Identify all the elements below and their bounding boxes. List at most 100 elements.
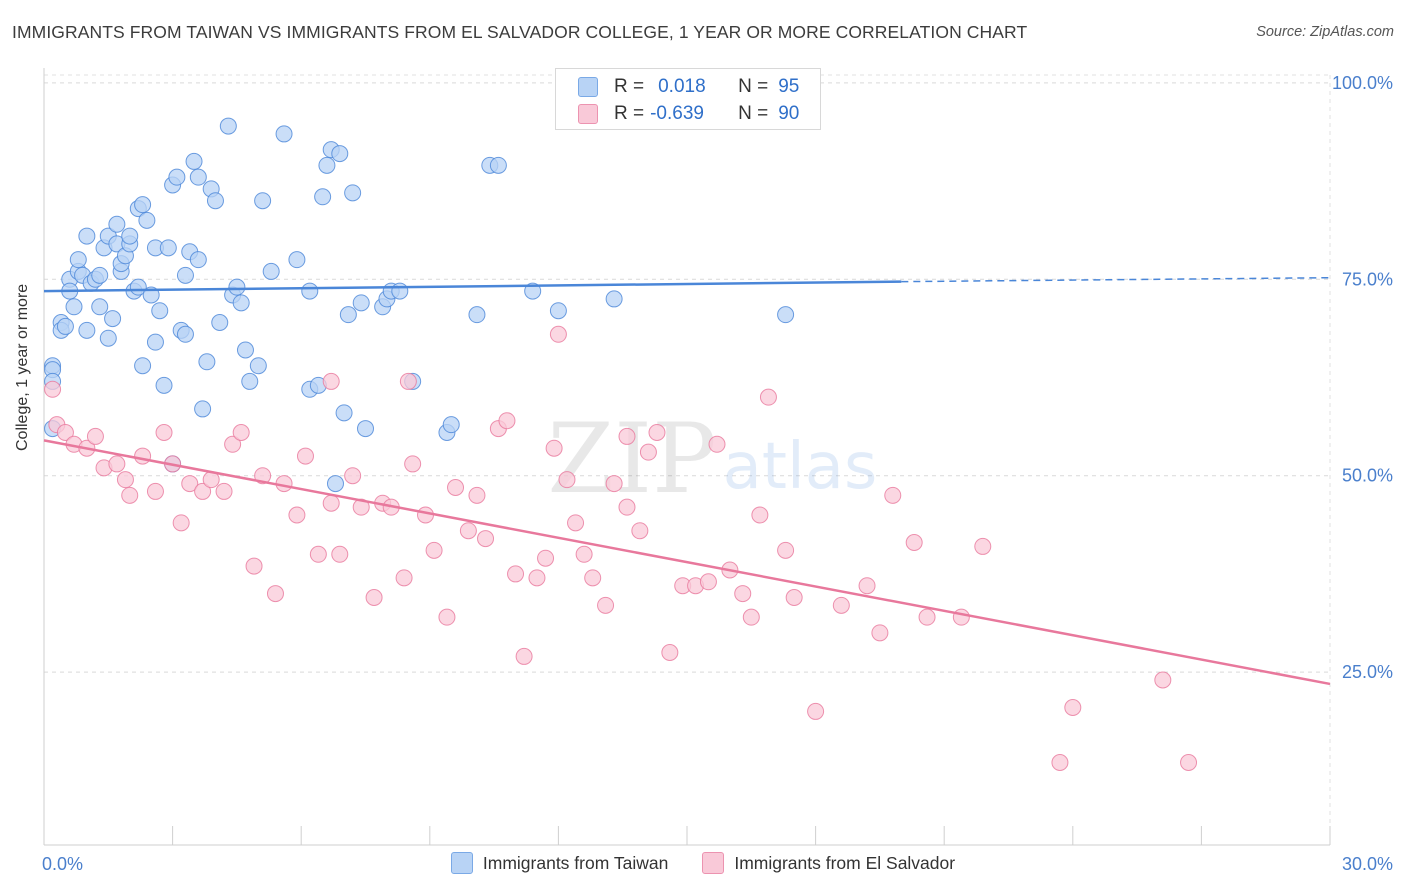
data-point <box>438 608 456 626</box>
series-legend: Immigrants from Taiwan Immigrants from E… <box>0 852 1406 874</box>
stats-row-taiwan: R = 0.018 N = 95 <box>578 75 799 99</box>
watermark: ZIP atlas <box>547 403 877 515</box>
data-point <box>219 117 237 135</box>
data-point <box>807 702 825 720</box>
data-point <box>176 266 194 284</box>
data-point <box>549 325 567 343</box>
data-point <box>309 545 327 563</box>
data-point <box>215 482 233 500</box>
data-point <box>78 321 96 339</box>
data-point <box>91 266 109 284</box>
data-point <box>249 357 267 375</box>
data-point <box>515 647 533 665</box>
data-point <box>699 573 717 591</box>
data-point <box>399 372 417 390</box>
data-point <box>168 168 186 186</box>
chart-title: IMMIGRANTS FROM TAIWAN VS IMMIGRANTS FRO… <box>12 22 1028 42</box>
data-point <box>884 486 902 504</box>
data-point <box>189 251 207 269</box>
r-value: 0.018 <box>658 76 706 97</box>
data-point <box>365 589 383 606</box>
data-point <box>785 589 803 606</box>
data-point <box>335 404 353 422</box>
data-point <box>56 317 74 335</box>
data-point <box>91 298 109 316</box>
data-point <box>134 447 152 465</box>
data-point <box>99 329 117 347</box>
stats-row-el-salvador: R = -0.639 N = 90 <box>578 102 799 126</box>
data-point <box>605 290 623 308</box>
data-point <box>56 424 74 441</box>
data-point <box>206 192 224 210</box>
data-point <box>918 608 936 626</box>
data-point <box>661 644 679 661</box>
data-point <box>254 192 272 210</box>
data-point <box>631 522 649 540</box>
data-point <box>871 624 889 642</box>
n-label: N = <box>738 76 769 97</box>
data-point <box>777 541 795 559</box>
data-point <box>241 372 259 390</box>
data-point <box>65 298 83 316</box>
trend-lines <box>43 276 1331 686</box>
y-tick-label: 100.0% <box>1332 73 1393 93</box>
data-point <box>288 506 306 524</box>
data-point <box>155 424 173 441</box>
data-point <box>194 400 212 418</box>
r-label: R = <box>614 103 645 124</box>
watermark-atlas: atlas <box>723 430 878 504</box>
data-point <box>759 388 777 406</box>
data-point <box>266 585 284 603</box>
data-point <box>528 569 546 587</box>
data-point <box>198 353 216 371</box>
data-point <box>275 125 293 143</box>
data-point <box>176 325 194 343</box>
data-point <box>575 545 593 563</box>
data-point <box>558 471 576 489</box>
n-label: N = <box>738 103 769 124</box>
r-value: -0.639 <box>650 103 704 124</box>
data-point <box>742 608 760 626</box>
data-point <box>404 455 422 473</box>
data-point <box>537 549 555 567</box>
data-point <box>155 376 173 394</box>
data-point <box>1180 754 1198 771</box>
data-point <box>44 380 62 398</box>
data-point <box>108 215 126 233</box>
data-point <box>498 412 516 430</box>
data-point <box>224 435 242 453</box>
data-point <box>296 447 314 465</box>
data-point <box>121 486 139 504</box>
x-tick-label: 30.0% <box>1342 854 1393 874</box>
legend-item-el-salvador: Immigrants from El Salvador <box>702 852 955 874</box>
data-point <box>86 427 104 445</box>
source-label: Source: ZipAtlas.com <box>1256 24 1394 40</box>
data-point <box>254 467 272 485</box>
data-point <box>417 506 435 524</box>
trend-line-taiwan <box>43 280 902 293</box>
data-point <box>459 522 477 540</box>
data-point <box>262 262 280 280</box>
data-point <box>618 498 636 516</box>
x-tick-labels: 0.0% 30.0% <box>42 854 1393 874</box>
data-point <box>618 427 636 445</box>
data-point <box>116 471 134 489</box>
data-point <box>121 227 139 245</box>
data-point <box>777 306 795 324</box>
data-point <box>172 514 190 532</box>
data-point <box>189 168 207 186</box>
data-point <box>584 569 602 587</box>
y-tick-labels: 100.0% 75.0% 50.0% 25.0% <box>1332 73 1393 682</box>
legend-swatch-el-salvador <box>578 104 598 124</box>
data-point <box>391 282 409 300</box>
data-point <box>489 156 507 174</box>
y-tick-label: 75.0% <box>1342 269 1393 289</box>
data-point <box>597 596 615 614</box>
data-point <box>832 596 850 614</box>
legend-label-taiwan: Immigrants from Taiwan <box>482 852 669 873</box>
data-point <box>185 152 203 170</box>
data-point <box>151 302 169 320</box>
y-tick-label: 25.0% <box>1342 662 1393 682</box>
data-point <box>301 282 319 300</box>
